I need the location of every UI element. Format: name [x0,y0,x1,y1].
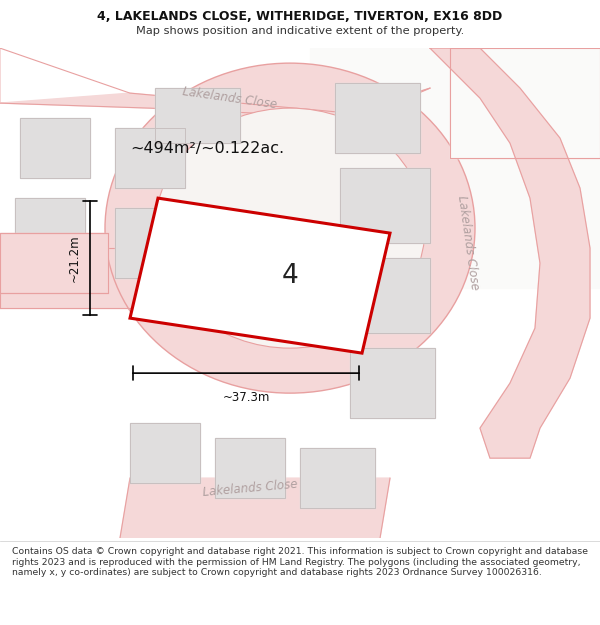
Text: Lakelands Close: Lakelands Close [455,195,481,291]
Polygon shape [450,48,600,158]
Text: ~37.3m: ~37.3m [223,391,269,404]
Polygon shape [350,348,435,418]
Polygon shape [335,83,420,153]
Polygon shape [115,128,185,188]
Polygon shape [450,48,600,158]
Polygon shape [310,48,600,288]
Text: 4: 4 [281,262,298,289]
Text: Lakelands Close: Lakelands Close [202,478,298,499]
Text: ~21.2m: ~21.2m [67,234,80,282]
Polygon shape [130,423,200,483]
Polygon shape [15,198,85,268]
Ellipse shape [105,63,475,393]
Text: Contains OS data © Crown copyright and database right 2021. This information is : Contains OS data © Crown copyright and d… [12,548,588,577]
Polygon shape [115,208,185,278]
Polygon shape [155,88,240,143]
Polygon shape [130,198,390,353]
Text: ~494m²/~0.122ac.: ~494m²/~0.122ac. [130,141,284,156]
Polygon shape [345,258,430,333]
Polygon shape [215,438,285,498]
Text: Lakelands Close: Lakelands Close [182,85,278,111]
Polygon shape [300,448,375,508]
Polygon shape [430,48,590,458]
Polygon shape [0,233,108,293]
Polygon shape [0,248,145,308]
Text: Map shows position and indicative extent of the property.: Map shows position and indicative extent… [136,26,464,36]
Polygon shape [20,118,90,178]
Polygon shape [340,168,430,243]
Ellipse shape [155,108,425,348]
Polygon shape [0,48,430,118]
Polygon shape [120,478,390,538]
Text: 4, LAKELANDS CLOSE, WITHERIDGE, TIVERTON, EX16 8DD: 4, LAKELANDS CLOSE, WITHERIDGE, TIVERTON… [97,11,503,24]
